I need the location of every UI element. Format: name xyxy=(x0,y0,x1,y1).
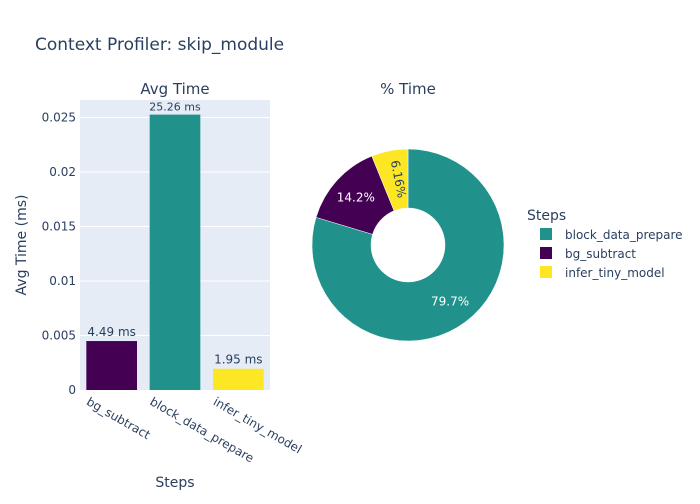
legend-items: block_data_prepare bg_subtract infer_tiny_… xyxy=(540,228,683,280)
legend-label: block_data_prepare xyxy=(565,228,683,242)
y-tick-label: 0.005 xyxy=(42,328,76,342)
x-axis-label: Steps xyxy=(155,475,194,491)
y-tick-labels: 0 0.005 0.01 0.015 0.02 0.025 xyxy=(42,110,76,397)
bar-infer_tiny_model xyxy=(213,368,264,390)
legend-label: infer_tiny_model xyxy=(565,266,665,280)
slice-label: 14.2% xyxy=(337,191,375,205)
legend-swatch xyxy=(540,247,552,259)
bar-data-label: 25.26 ms xyxy=(149,101,201,114)
legend: Steps block_data_prepare bg_subtractinfer… xyxy=(527,208,683,280)
slice-block_data_prepare xyxy=(311,148,505,342)
bar-bg_subtract xyxy=(86,341,137,390)
pie-slices xyxy=(311,148,505,342)
slice-label: 79.7% xyxy=(431,295,469,309)
y-tick-label: 0.02 xyxy=(49,165,76,179)
bar-chart: Avg Time 0 0.005 0.01 0.015 0.02 0.025 4.49 m… xyxy=(14,80,304,491)
legend-label: bg_subtract xyxy=(565,247,636,261)
y-axis-label: Avg Time (ms) xyxy=(14,195,30,296)
y-tick-label: 0.025 xyxy=(42,110,76,124)
donut-chart: % Time 79.7%14.2% 6.16% xyxy=(311,80,505,342)
x-tick-labels: bg_subtractblock_data_prepareinfer_tiny_… xyxy=(84,394,304,465)
y-tick-label: 0 xyxy=(68,383,76,397)
legend-swatch xyxy=(540,266,552,278)
bar-block_data_prepare xyxy=(149,114,201,391)
legend-swatch xyxy=(540,228,552,240)
chart-title: Context Profiler: skip_module xyxy=(35,35,284,55)
y-tick-label: 0.015 xyxy=(42,219,76,233)
pie-chart-title: % Time xyxy=(380,80,436,98)
legend-title: Steps xyxy=(527,208,566,224)
bar-marks: 4.49 ms 25.26 ms 1.95 ms xyxy=(86,101,264,391)
bar-chart-title: Avg Time xyxy=(140,80,209,98)
y-tick-label: 0.01 xyxy=(49,274,76,288)
bar-data-label: 1.95 ms xyxy=(214,353,262,367)
slice-infer_tiny_model xyxy=(371,148,409,212)
bar-data-label: 4.49 ms xyxy=(87,325,135,339)
x-tick-label: block_data_prepare xyxy=(148,394,257,465)
x-tick-label: bg_subtract xyxy=(84,394,153,442)
